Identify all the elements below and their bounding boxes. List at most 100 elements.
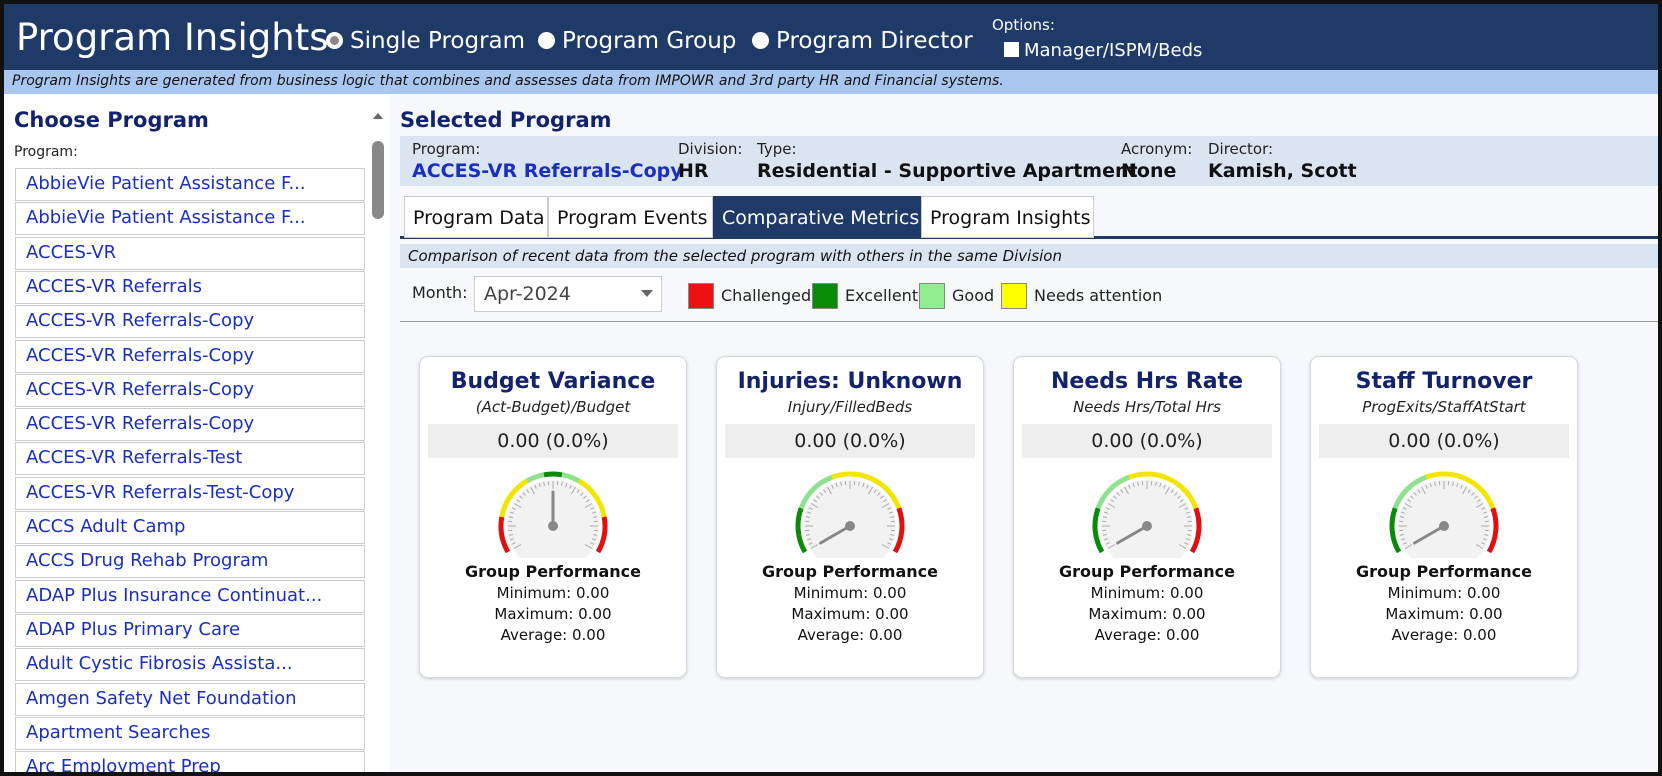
gauge-part	[816, 495, 820, 499]
gauge-part	[807, 538, 812, 541]
gauge-part	[888, 511, 893, 514]
gauge	[498, 471, 608, 558]
field-label: Type:	[757, 140, 797, 158]
program-item[interactable]: ACCES-VR Referrals	[15, 270, 365, 304]
gauge-part	[881, 544, 890, 549]
gauge-part	[1170, 489, 1174, 494]
gauge-part	[1402, 507, 1407, 510]
group-avg: Average: 0.00	[500, 626, 606, 644]
dropdown-arrow	[641, 290, 653, 297]
group-max: Maximum: 0.00	[791, 605, 909, 623]
mode-radio[interactable]: Single Program	[326, 28, 525, 54]
gauge-part	[1452, 481, 1454, 486]
tab[interactable]: Program Events	[548, 196, 713, 238]
metric-card: Staff Turnover ProgExits/StaffAtStart 0.00…	[1310, 356, 1578, 678]
gauge-part	[1467, 489, 1471, 494]
card-formula: ProgExits/StaffAtStart	[1362, 398, 1526, 416]
field-label: Program:	[412, 140, 481, 158]
gauge-part	[593, 516, 598, 518]
gauge-part	[511, 507, 516, 510]
gauge-part	[1184, 542, 1189, 545]
program-item[interactable]: ADAP Plus Primary Care	[15, 613, 365, 647]
field-label: Director:	[1208, 140, 1274, 158]
program-item[interactable]: ACCES-VR Referrals-Copy	[15, 339, 365, 373]
mode-label: Single Program	[350, 28, 526, 54]
app-title: Program Insights	[16, 16, 329, 59]
program-item[interactable]: ADAP Plus Insurance Continuat...	[15, 579, 365, 613]
group-max: Maximum: 0.00	[494, 605, 612, 623]
gauge-part	[1178, 544, 1187, 549]
group-title: Group Performance	[1059, 562, 1235, 581]
program-item[interactable]: Apartment Searches	[15, 716, 365, 750]
legend-swatch	[812, 283, 838, 309]
gauge-part	[831, 471, 902, 510]
gauge-part	[1187, 534, 1192, 536]
gauge-part	[813, 499, 818, 503]
gauge-part	[1107, 544, 1116, 549]
gauge-part	[590, 507, 595, 510]
tab[interactable]: Program Insights	[921, 196, 1094, 238]
mode-radio[interactable]: Program Director	[752, 28, 973, 54]
gauge-part	[511, 542, 516, 545]
scrollbar[interactable]	[371, 108, 385, 708]
gauge-part	[1475, 544, 1484, 549]
program-item[interactable]: ACCES-VR	[15, 236, 365, 270]
gauge-part	[1476, 499, 1481, 503]
program-item[interactable]: AbbieVie Patient Assistance F...	[15, 202, 365, 236]
gauge-part	[1104, 511, 1109, 514]
legend-item: Good	[919, 283, 994, 309]
gauge-part	[835, 483, 838, 488]
gauge-part	[1132, 483, 1135, 488]
group-min: Minimum: 0.00	[793, 584, 907, 602]
legend-item: Needs attention	[1001, 283, 1162, 309]
program-item[interactable]: ACCES-VR Referrals-Copy	[15, 408, 365, 442]
program-item[interactable]: Amgen Safety Net Foundation	[15, 682, 365, 716]
gauge-part	[804, 480, 896, 558]
card-formula: Needs Hrs/Total Hrs	[1073, 398, 1221, 416]
gauge-part	[583, 495, 587, 499]
program-item[interactable]: AbbieVie Patient Assistance F...	[15, 168, 365, 201]
gauge-part	[823, 489, 827, 494]
program-label: Program:	[14, 144, 78, 160]
tab[interactable]: Program Data	[404, 196, 548, 238]
card-value: 0.00 (0.0%)	[428, 424, 678, 458]
legend-label: Challenged	[721, 286, 812, 305]
month-select[interactable]: Apr-2024	[474, 276, 662, 312]
card-value: 0.00 (0.0%)	[725, 424, 975, 458]
option-checkbox[interactable]: Manager/ISPM/Beds	[1004, 40, 1202, 61]
gauge-part	[881, 503, 890, 508]
legend-label: Good	[952, 286, 995, 305]
gauge-part	[1398, 480, 1490, 558]
gauge-part	[1107, 503, 1116, 508]
program-item[interactable]: ACCS Drug Rehab Program	[15, 545, 365, 579]
gauge-part	[591, 511, 596, 514]
gauge-part	[890, 534, 895, 536]
gauge-part	[810, 544, 819, 549]
gauge-part	[866, 484, 869, 489]
field-label: Acronym:	[1121, 140, 1193, 158]
program-item[interactable]: ACCES-VR Referrals-Test-Copy	[15, 476, 365, 510]
gauge-part	[510, 538, 515, 541]
gauge-part	[1484, 534, 1489, 536]
gauge-part	[508, 516, 513, 518]
program-item[interactable]: ACCES-VR Referrals-Copy	[15, 373, 365, 407]
program-item[interactable]: ACCES-VR Referrals-Copy	[15, 305, 365, 339]
program-item[interactable]: ACCES-VR Referrals-Test	[15, 442, 365, 476]
gauge-part	[538, 483, 541, 488]
legend-swatch	[1001, 283, 1027, 309]
mode-radio[interactable]: Program Group	[538, 28, 736, 54]
program-item[interactable]: ACCS Adult Camp	[15, 511, 365, 544]
gauge-part	[877, 492, 881, 496]
gauge-part	[1124, 486, 1129, 495]
legend-swatch	[688, 283, 714, 309]
gauge-part	[1439, 521, 1449, 531]
gauge-part	[1110, 499, 1115, 503]
tab[interactable]: Comparative Metrics	[713, 196, 921, 238]
program-item[interactable]: Adult Cystic Fibrosis Assista...	[15, 648, 365, 682]
field-value: HR	[678, 160, 709, 182]
gauge-part	[873, 489, 877, 494]
month-label: Month:	[412, 283, 468, 302]
group-title: Group Performance	[465, 562, 641, 581]
program-item[interactable]: Arc Employment Prep	[15, 751, 365, 772]
